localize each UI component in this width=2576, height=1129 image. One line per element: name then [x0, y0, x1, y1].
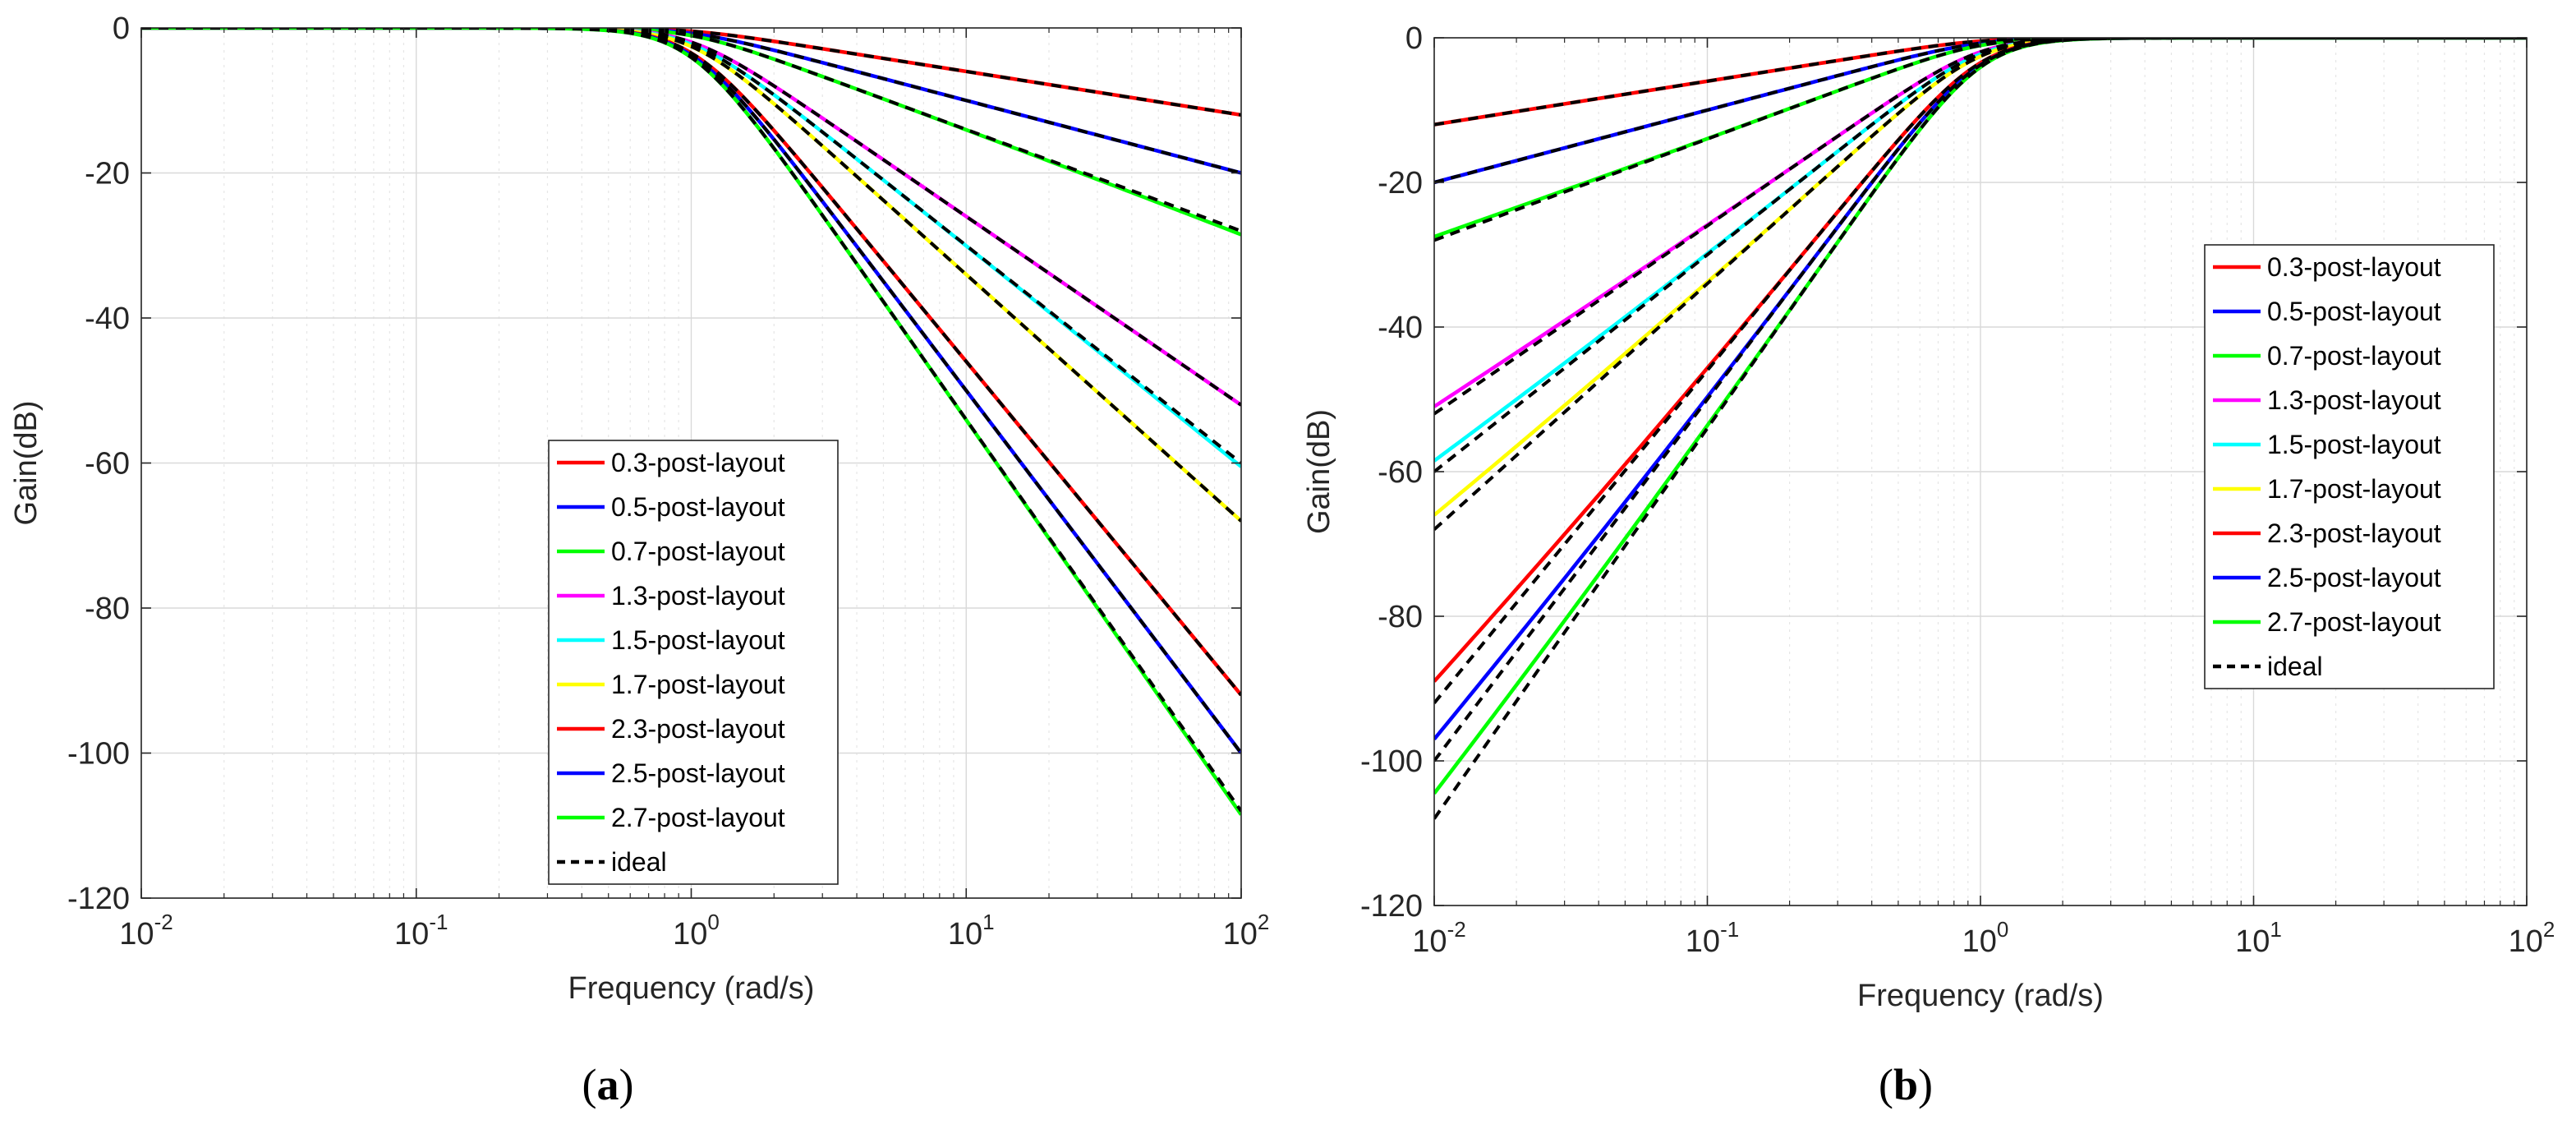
series-group — [141, 28, 1241, 816]
y-tick-label: -60 — [1378, 455, 1423, 490]
ideal-curve — [141, 28, 1241, 407]
legend-label: 0.3-post-layout — [2267, 252, 2441, 282]
legend: 0.3-post-layout 0.5-post-layout 0.7-post-l… — [548, 440, 839, 885]
y-tick-label: -100 — [67, 737, 130, 772]
series-line — [141, 28, 1241, 468]
y-tick-label: -120 — [1360, 889, 1423, 924]
legend-label: 1.3-post-layout — [611, 581, 785, 611]
y-tick-label: 0 — [1405, 21, 1423, 56]
ideal-curve — [1434, 38, 2527, 416]
legend-label: 0.3-post-layout — [611, 448, 785, 477]
legend-label: 2.5-post-layout — [2267, 563, 2441, 592]
x-tick-label: 102 — [2509, 917, 2555, 959]
legend-label: 2.3-post-layout — [611, 714, 785, 744]
ideal-curve — [141, 28, 1241, 117]
x-axis-label: Frequency (rad/s) — [1857, 979, 2104, 1013]
y-tick-label: 0 — [113, 12, 130, 46]
legend: 0.3-post-layout 0.5-post-layout 0.7-post-l… — [2204, 244, 2495, 689]
y-tick-label: -80 — [1378, 600, 1423, 634]
x-tick-label: 101 — [948, 910, 995, 952]
x-tick-label: 100 — [1962, 917, 2009, 959]
x-tick-label: 100 — [673, 910, 720, 952]
x-tick-label: 102 — [1223, 910, 1270, 952]
ideal-curve — [141, 28, 1241, 233]
y-tick-label: -20 — [85, 157, 130, 191]
chart-panel-b: 10-2 10-1 100 101 102 0 -20 -40 -60 -80 -100 -120 Fr… — [1302, 21, 2555, 1013]
series-line — [1434, 38, 2527, 517]
x-tick-label: 10-1 — [394, 910, 448, 952]
x-tick-label: 10-2 — [1412, 917, 1465, 959]
y-axis-label: Gain(dB) — [9, 400, 44, 525]
ideal-curve — [141, 28, 1241, 754]
chart-panel-a: 10-2 10-1 100 101 102 0 -20 -40 -60 -80 -100 -120 Fr… — [9, 12, 1269, 1006]
x-axis-label: Frequency (rad/s) — [568, 971, 815, 1006]
legend-label: 2.7-post-layout — [611, 803, 785, 832]
ideal-curve — [141, 28, 1241, 464]
y-tick-label: -60 — [85, 447, 130, 482]
legend-label: 1.5-post-layout — [611, 625, 785, 655]
ideal-curve — [141, 28, 1241, 523]
y-axis-label: Gain(dB) — [1302, 409, 1336, 534]
y-tick-label: -40 — [85, 302, 130, 336]
y-tick-label: -100 — [1360, 744, 1423, 779]
series-line — [1434, 38, 2527, 463]
ticks — [140, 27, 1242, 899]
ideal-curve — [1434, 38, 2527, 531]
legend-label: 0.7-post-layout — [2267, 341, 2441, 371]
legend-label: 2.5-post-layout — [611, 758, 785, 788]
x-tick-label: 101 — [2235, 917, 2282, 959]
legend-label: 2.3-post-layout — [2267, 518, 2441, 548]
legend-label: 0.5-post-layout — [2267, 297, 2441, 326]
legend-label: ideal — [611, 847, 667, 877]
legend-box — [548, 440, 839, 885]
caption-b: (b) — [1879, 1060, 1933, 1109]
y-tick-label: -120 — [67, 882, 130, 916]
ideal-curve — [1434, 38, 2527, 763]
legend-label: 1.5-post-layout — [2267, 430, 2441, 459]
ideal-curve — [141, 28, 1241, 697]
ideal-curve — [1434, 38, 2527, 820]
legend-box — [2204, 244, 2495, 689]
ticks — [1433, 37, 2528, 906]
legend-label: 1.7-post-layout — [611, 670, 785, 699]
legend-label: 0.5-post-layout — [611, 492, 785, 522]
legend-label: 2.7-post-layout — [2267, 607, 2441, 637]
legend-label: ideal — [2267, 652, 2323, 681]
x-tick-label: 10-1 — [1686, 917, 1739, 959]
ideal-curve — [141, 28, 1241, 813]
legend-label: 0.7-post-layout — [611, 537, 785, 566]
caption-a: (a) — [582, 1060, 634, 1109]
legend-label: 1.7-post-layout — [2267, 474, 2441, 504]
y-tick-label: -80 — [85, 592, 130, 626]
x-tick-label: 10-2 — [119, 910, 172, 952]
legend-label: 1.3-post-layout — [2267, 385, 2441, 415]
series-line — [1434, 38, 2527, 795]
y-tick-label: -40 — [1378, 311, 1423, 345]
ideal-curve — [1434, 38, 2527, 473]
y-tick-label: -20 — [1378, 166, 1423, 200]
ideal-curve — [1434, 38, 2527, 242]
